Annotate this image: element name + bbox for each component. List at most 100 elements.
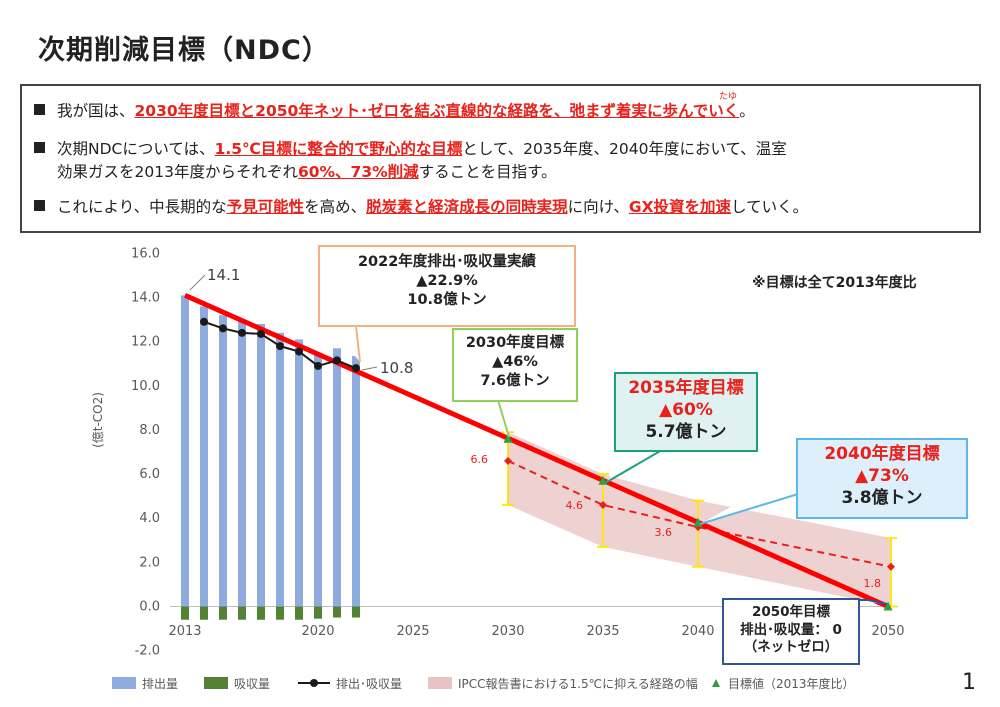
page-number: 1	[962, 670, 976, 695]
y-tick-label: -2.0	[135, 644, 160, 659]
x-tick-label: 2020	[301, 624, 334, 639]
bullet-2-emphasis-b: 60%、73%削減	[297, 163, 419, 181]
callout-2050-line3: （ネットゼロ）	[743, 639, 839, 656]
bullet-2-text-d: することを目指す。	[418, 163, 557, 181]
callout-2022-actual: 2022年度排出･吸収量実績 ▲22.9% 10.8億トン	[318, 245, 576, 327]
ipcc-median-point	[599, 500, 607, 509]
removals-bar	[276, 606, 284, 620]
y-tick-label: 10.0	[131, 379, 160, 394]
value-label-leader	[361, 366, 378, 371]
bullet-3-text-b: を高め、	[304, 198, 367, 216]
legend-swatch-removals	[204, 677, 228, 689]
removals-bar	[352, 606, 360, 618]
net-emissions-point	[314, 361, 322, 370]
removals-bar	[333, 606, 341, 618]
bullet-square	[34, 104, 45, 115]
callout-2035-line1: 2035年度目標	[628, 378, 744, 398]
emissions-bar	[219, 315, 227, 607]
y-tick-label: 6.0	[139, 467, 160, 482]
y-tick-label: 12.0	[131, 335, 160, 350]
net-emissions-point	[352, 364, 360, 373]
bullet-2: 次期NDCについては、1.5℃目標に整合的で野心的な目標として、2035年度、2…	[34, 138, 787, 184]
callout-2035-pointer	[604, 449, 666, 484]
summary-box: たゆ 我が国は、2030年度目標と2050年ネット･ゼロを結ぶ直線的な経路を、弛…	[20, 84, 981, 233]
bullet-3-text-a: これにより、中長期的な	[57, 198, 227, 216]
page-title: 次期削減目標（NDC）	[38, 35, 330, 66]
legend-label-ipcc: IPCC報告書における1.5℃に抑える経路の幅	[458, 676, 698, 691]
callout-2040-target: 2040年度目標 ▲73% 3.8億トン	[796, 438, 968, 519]
bullet-1-text-a: 我が国は、	[57, 102, 135, 120]
bullet-square	[34, 142, 45, 153]
net-emissions-point	[276, 342, 284, 351]
bullet-2-text-a: 次期NDCについては、	[57, 140, 215, 158]
y-tick-label: 4.0	[139, 511, 160, 526]
bullet-3-emphasis-a: 予見可能性	[226, 198, 305, 216]
bullet-2-text-b: として、2035年度、2040年度において、温室	[462, 140, 787, 158]
net-emissions-point	[219, 324, 227, 333]
legend-label-target: 目標値（2013年度比）	[728, 676, 855, 691]
bullet-2-text-c: 効果ガスを2013年度からそれぞれ	[57, 163, 298, 181]
target-marker	[883, 601, 893, 611]
emissions-bar	[238, 321, 246, 607]
ruby-annotation: たゆ	[719, 92, 738, 102]
ipcc-median-point	[887, 562, 895, 571]
bullet-1-emphasis: 2030年度目標と2050年ネット･ゼロを結ぶ直線的な経路を、弛まず着実に歩んで…	[134, 102, 740, 120]
net-emissions-point	[295, 347, 303, 356]
callout-2040-line2: ▲73%	[855, 466, 909, 487]
legend-label-net: 排出･吸収量	[336, 677, 402, 691]
y-tick-label: 16.0	[131, 246, 160, 261]
bullet-3-text-d: していく。	[731, 198, 809, 216]
callout-2022-line1: 2022年度排出･吸収量実績	[357, 254, 537, 270]
emissions-bar	[352, 356, 360, 607]
emissions-bar	[314, 352, 322, 607]
target-marker	[503, 433, 513, 443]
legend-swatch-net-point	[310, 679, 318, 687]
y-tick-label: 14.0	[131, 291, 160, 306]
value-label-leader	[189, 274, 206, 291]
x-tick-label: 2025	[396, 624, 429, 639]
emissions-bar	[257, 324, 265, 607]
x-tick-label: 2050	[871, 624, 904, 639]
value-label-2013: 14.1	[207, 266, 240, 284]
removals-bar	[200, 606, 208, 620]
value-label-2022: 10.8	[380, 359, 413, 377]
removals-bar	[257, 606, 265, 620]
callout-2030-line2: ▲46%	[492, 353, 538, 370]
removals-bar	[314, 606, 322, 619]
emissions-bar	[295, 339, 303, 607]
bullet-3: これにより、中長期的な予見可能性を高め、脱炭素と経済成長の同時実現に向け、GX投…	[34, 196, 808, 219]
ipcc-median-line	[507, 459, 892, 568]
net-emissions-point	[200, 317, 208, 326]
ipcc-median-label: 4.6	[566, 499, 584, 512]
legend-swatch-target	[712, 679, 720, 687]
legend-label-emissions: 排出量	[142, 677, 178, 691]
bullet-2-emphasis-a: 1.5℃目標に整合的で野心的な目標	[214, 140, 463, 158]
callout-2040-line3: 3.8億トン	[841, 488, 923, 509]
y-tick-label: 0.0	[139, 600, 160, 615]
removals-bar	[295, 606, 303, 620]
legend-swatch-ipcc	[428, 677, 452, 689]
removals-bar	[238, 606, 246, 620]
callout-2040-line1: 2040年度目標	[824, 444, 940, 464]
removals-bar	[181, 606, 189, 620]
bullet-3-emphasis-c: GX投資を加速	[628, 198, 732, 216]
net-emissions-point	[257, 329, 265, 338]
bullet-3-emphasis-b: 脱炭素と経済成長の同時実現	[366, 198, 568, 216]
callout-2050-line1: 2050年目標	[751, 604, 831, 620]
bullet-1: 我が国は、2030年度目標と2050年ネット･ゼロを結ぶ直線的な経路を、弛まず着…	[34, 100, 755, 123]
x-tick-label: 2030	[491, 624, 524, 639]
y-tick-label: 2.0	[139, 555, 160, 570]
ipcc-median-label: 1.8	[864, 577, 882, 590]
emissions-bar	[333, 348, 341, 607]
target-trajectory-line	[183, 293, 890, 609]
emissions-bar	[181, 295, 189, 607]
callout-2035-line2: ▲60%	[659, 400, 713, 421]
callout-2050-target: 2050年目標 排出･吸収量： 0 （ネットゼロ）	[722, 598, 860, 665]
legend-label-removals: 吸収量	[234, 677, 270, 691]
ipcc-median-label: 3.6	[655, 526, 673, 539]
net-emissions-point	[238, 328, 246, 337]
callout-2030-target: 2030年度目標 ▲46% 7.6億トン	[452, 328, 578, 402]
x-tick-label: 2040	[681, 624, 714, 639]
baseline-note: ※目標は全て2013年度比	[752, 275, 917, 291]
